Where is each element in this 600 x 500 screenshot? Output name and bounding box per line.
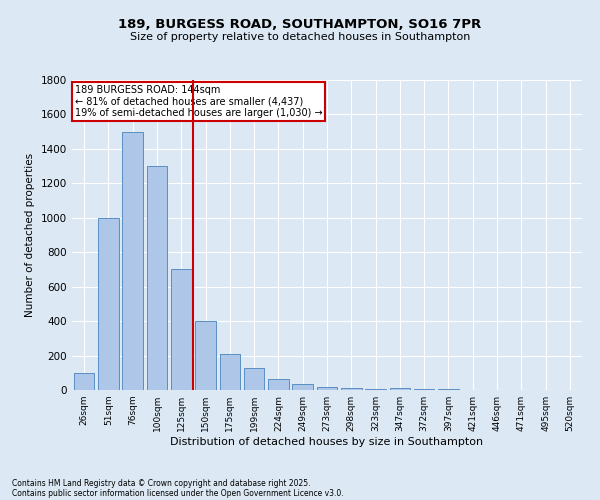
Bar <box>244 368 265 390</box>
Bar <box>341 388 362 390</box>
Bar <box>98 218 119 390</box>
Bar <box>365 389 386 390</box>
Text: Size of property relative to detached houses in Southampton: Size of property relative to detached ho… <box>130 32 470 42</box>
Text: 189 BURGESS ROAD: 144sqm
← 81% of detached houses are smaller (4,437)
19% of sem: 189 BURGESS ROAD: 144sqm ← 81% of detach… <box>74 84 322 118</box>
Bar <box>122 132 143 390</box>
Bar <box>389 388 410 390</box>
Bar <box>292 384 313 390</box>
Bar <box>317 386 337 390</box>
Text: 189, BURGESS ROAD, SOUTHAMPTON, SO16 7PR: 189, BURGESS ROAD, SOUTHAMPTON, SO16 7PR <box>118 18 482 30</box>
Y-axis label: Number of detached properties: Number of detached properties <box>25 153 35 317</box>
Bar <box>74 373 94 390</box>
Bar <box>195 321 216 390</box>
Bar <box>414 389 434 390</box>
Bar <box>268 379 289 390</box>
Text: Contains HM Land Registry data © Crown copyright and database right 2025.: Contains HM Land Registry data © Crown c… <box>12 478 311 488</box>
Bar <box>220 354 240 390</box>
X-axis label: Distribution of detached houses by size in Southampton: Distribution of detached houses by size … <box>170 437 484 447</box>
Bar <box>146 166 167 390</box>
Bar <box>171 270 191 390</box>
Text: Contains public sector information licensed under the Open Government Licence v3: Contains public sector information licen… <box>12 488 344 498</box>
